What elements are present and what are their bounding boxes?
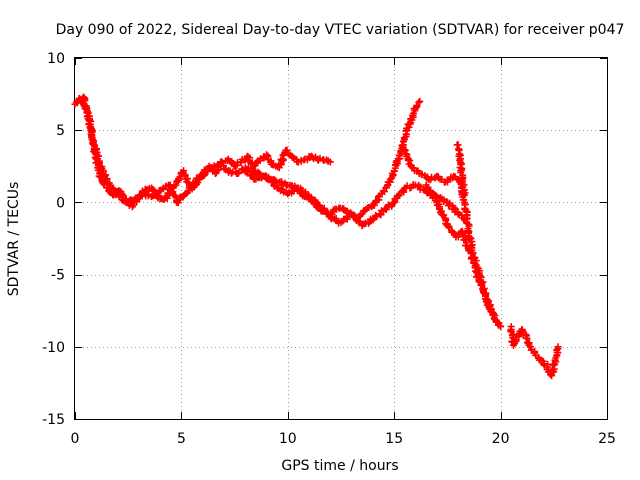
data-point-fill: [471, 267, 479, 275]
y-tick-label: 5: [56, 123, 65, 139]
x-tick-label: 20: [492, 431, 510, 447]
data-point-fill: [443, 176, 451, 184]
data-point-fill: [88, 132, 96, 140]
x-tick-label: 15: [385, 431, 403, 447]
y-tick-label: -10: [42, 340, 65, 356]
data-point: [554, 343, 562, 351]
x-axis-label: GPS time / hours: [281, 458, 398, 474]
y-tick-label: 10: [47, 51, 65, 67]
data-point-fill: [249, 171, 257, 179]
data-point: [216, 161, 224, 169]
data-point-fill: [477, 281, 485, 289]
data-point-fill: [453, 141, 461, 149]
x-tick-labels: 0 5 10 15 20 25: [71, 431, 616, 447]
data-point-fill: [553, 346, 561, 354]
y-tick-label: -5: [51, 268, 65, 284]
data-point-fill: [446, 201, 454, 209]
x-tick-label: 0: [71, 431, 80, 447]
chart-title: Day 090 of 2022, Sidereal Day-to-day VTE…: [56, 22, 625, 38]
data-point-fill: [283, 146, 291, 154]
data-point: [460, 191, 468, 199]
y-axis-label: SDTVAR / TECUs: [6, 182, 22, 297]
axis-ticks: [75, 58, 608, 420]
data-point-fill: [192, 180, 200, 188]
x-tick-label: 5: [177, 431, 186, 447]
y-tick-label: -15: [42, 412, 65, 428]
data-point-fill: [454, 233, 462, 241]
plot-frame: [74, 57, 608, 420]
y-tick-label: 0: [56, 195, 65, 211]
data-point-fill: [481, 295, 489, 303]
data-point-fill: [356, 218, 364, 226]
x-tick-label: 25: [598, 431, 616, 447]
data-point-fill: [311, 197, 319, 205]
data-point: [416, 97, 424, 105]
data-point: [326, 158, 334, 166]
data-point-fill: [386, 175, 394, 183]
data-point: [497, 323, 505, 331]
data-point-fill: [121, 197, 129, 205]
x-tick-label: 10: [279, 431, 297, 447]
y-tick-labels: -15 -10 -5 0 5 10: [42, 51, 65, 428]
data-points: [71, 93, 562, 380]
data-point-fill: [316, 203, 324, 211]
data-point-fill: [415, 98, 423, 106]
